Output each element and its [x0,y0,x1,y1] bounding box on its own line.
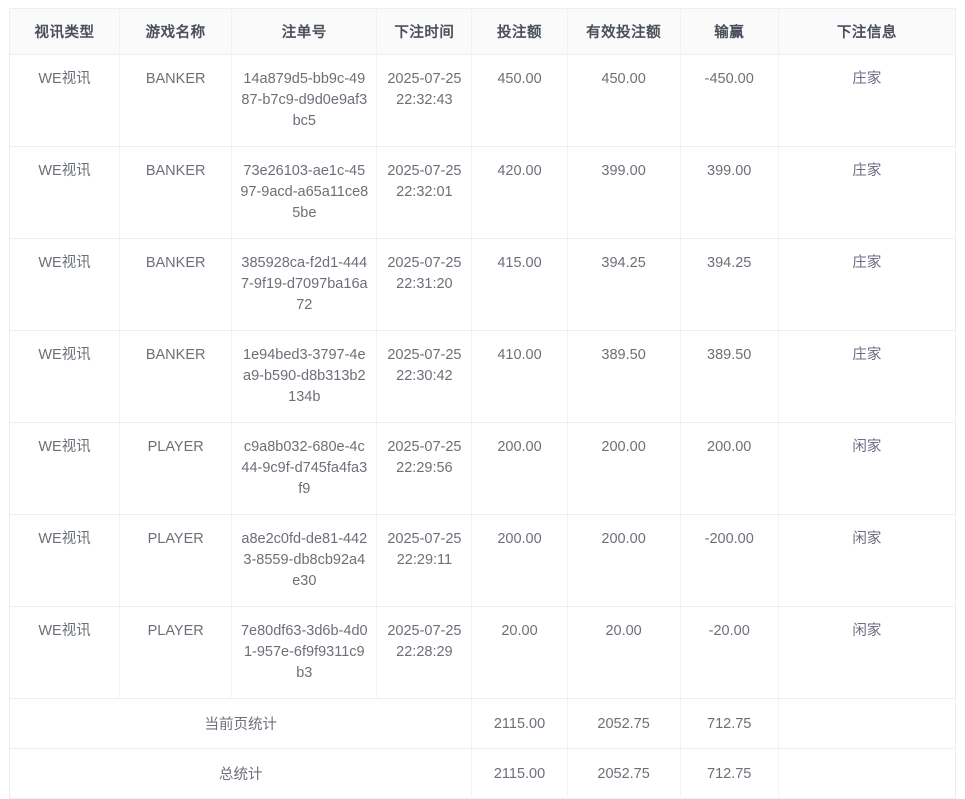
cell-order-no: 7e80df63-3d6b-4d01-957e-6f9f9311c9b3 [231,606,378,699]
cell-video-type: WE视讯 [9,330,121,423]
cell-bet-info: 庄家 [778,146,956,239]
cell-bet-info: 庄家 [778,54,956,147]
cell-order-no: 14a879d5-bb9c-4987-b7c9-d9d0e9af3bc5 [231,54,378,147]
cell-valid-bet: 200.00 [567,514,681,607]
summary-label-current-page: 当前页统计 [9,698,473,749]
cell-order-no: a8e2c0fd-de81-4423-8559-db8cb92a4e30 [231,514,378,607]
cell-video-type: WE视讯 [9,146,121,239]
column-header-order-no[interactable]: 注单号 [231,8,378,55]
cell-video-type: WE视讯 [9,514,121,607]
column-header-bet-amount[interactable]: 投注额 [471,8,568,55]
cell-order-no: 385928ca-f2d1-4447-9f19-d7097ba16a72 [231,238,378,331]
cell-win-loss: 200.00 [680,422,779,515]
cell-game-name: BANKER [119,146,233,239]
column-header-game-name[interactable]: 游戏名称 [119,8,233,55]
table-footer: 当前页统计 2115.00 2052.75 712.75 总统计 2115.00… [9,698,956,799]
cell-game-name: BANKER [119,238,233,331]
cell-valid-bet: 200.00 [567,422,681,515]
cell-win-loss: -20.00 [680,606,779,699]
table-row[interactable]: WE视讯 BANKER 1e94bed3-3797-4ea9-b590-d8b3… [9,330,956,423]
cell-bet-info: 闲家 [778,606,956,699]
cell-order-no: c9a8b032-680e-4c44-9c9f-d745fa4fa3f9 [231,422,378,515]
bet-records-table: 视讯类型 游戏名称 注单号 下注时间 投注额 有效投注额 输赢 下注信息 WE视… [9,8,956,799]
table-header-row: 视讯类型 游戏名称 注单号 下注时间 投注额 有效投注额 输赢 下注信息 [9,8,956,55]
table-row[interactable]: WE视讯 PLAYER c9a8b032-680e-4c44-9c9f-d745… [9,422,956,515]
cell-valid-bet: 20.00 [567,606,681,699]
cell-video-type: WE视讯 [9,606,121,699]
column-header-win-loss[interactable]: 输赢 [680,8,779,55]
cell-bet-amount: 200.00 [471,422,568,515]
table-row[interactable]: WE视讯 PLAYER 7e80df63-3d6b-4d01-957e-6f9f… [9,606,956,699]
cell-bet-time: 2025-07-25 22:32:43 [376,54,473,147]
summary-bet-info-total [778,749,955,799]
cell-bet-info: 庄家 [778,330,956,423]
cell-order-no: 1e94bed3-3797-4ea9-b590-d8b313b2134b [231,330,378,423]
cell-game-name: BANKER [119,54,233,147]
cell-bet-info: 闲家 [778,514,956,607]
cell-valid-bet: 394.25 [567,238,681,331]
column-header-video-type[interactable]: 视讯类型 [9,8,121,55]
column-header-valid-bet[interactable]: 有效投注额 [567,8,681,55]
column-header-bet-time[interactable]: 下注时间 [376,8,473,55]
cell-bet-amount: 20.00 [471,606,568,699]
summary-valid-bet-current-page: 2052.75 [567,698,681,749]
cell-win-loss: 399.00 [680,146,779,239]
cell-video-type: WE视讯 [9,54,121,147]
cell-bet-time: 2025-07-25 22:30:42 [376,330,473,423]
cell-bet-amount: 415.00 [471,238,568,331]
cell-order-no: 73e26103-ae1c-4597-9acd-a65a11ce85be [231,146,378,239]
cell-valid-bet: 450.00 [567,54,681,147]
column-header-bet-info[interactable]: 下注信息 [778,8,956,55]
cell-bet-amount: 450.00 [471,54,568,147]
table-row[interactable]: WE视讯 BANKER 14a879d5-bb9c-4987-b7c9-d9d0… [9,54,956,147]
table-row[interactable]: WE视讯 BANKER 385928ca-f2d1-4447-9f19-d709… [9,238,956,331]
cell-valid-bet: 399.00 [567,146,681,239]
cell-bet-amount: 410.00 [471,330,568,423]
summary-row-current-page: 当前页统计 2115.00 2052.75 712.75 [9,698,956,749]
summary-valid-bet-total: 2052.75 [567,748,681,799]
cell-bet-info: 庄家 [778,238,956,331]
cell-video-type: WE视讯 [9,238,121,331]
cell-win-loss: -200.00 [680,514,779,607]
summary-win-loss-current-page: 712.75 [680,698,779,749]
table-body: WE视讯 BANKER 14a879d5-bb9c-4987-b7c9-d9d0… [9,54,956,699]
cell-bet-time: 2025-07-25 22:29:11 [376,514,473,607]
summary-row-total: 总统计 2115.00 2052.75 712.75 [9,748,956,799]
cell-bet-info: 闲家 [778,422,956,515]
cell-game-name: PLAYER [119,422,233,515]
cell-valid-bet: 389.50 [567,330,681,423]
summary-bet-amount-current-page: 2115.00 [471,698,568,749]
cell-video-type: WE视讯 [9,422,121,515]
cell-win-loss: 394.25 [680,238,779,331]
cell-bet-amount: 420.00 [471,146,568,239]
cell-win-loss: 389.50 [680,330,779,423]
table-row[interactable]: WE视讯 BANKER 73e26103-ae1c-4597-9acd-a65a… [9,146,956,239]
cell-game-name: BANKER [119,330,233,423]
summary-win-loss-total: 712.75 [680,748,779,799]
cell-game-name: PLAYER [119,606,233,699]
table-row[interactable]: WE视讯 PLAYER a8e2c0fd-de81-4423-8559-db8c… [9,514,956,607]
cell-bet-time: 2025-07-25 22:29:56 [376,422,473,515]
cell-game-name: PLAYER [119,514,233,607]
cell-bet-time: 2025-07-25 22:31:20 [376,238,473,331]
cell-bet-amount: 200.00 [471,514,568,607]
cell-bet-time: 2025-07-25 22:32:01 [376,146,473,239]
cell-win-loss: -450.00 [680,54,779,147]
summary-bet-info-current-page [778,698,956,749]
summary-bet-amount-total: 2115.00 [471,748,568,799]
table-header: 视讯类型 游戏名称 注单号 下注时间 投注额 有效投注额 输赢 下注信息 [9,8,956,55]
cell-bet-time: 2025-07-25 22:28:29 [376,606,473,699]
summary-label-total: 总统计 [9,748,473,799]
